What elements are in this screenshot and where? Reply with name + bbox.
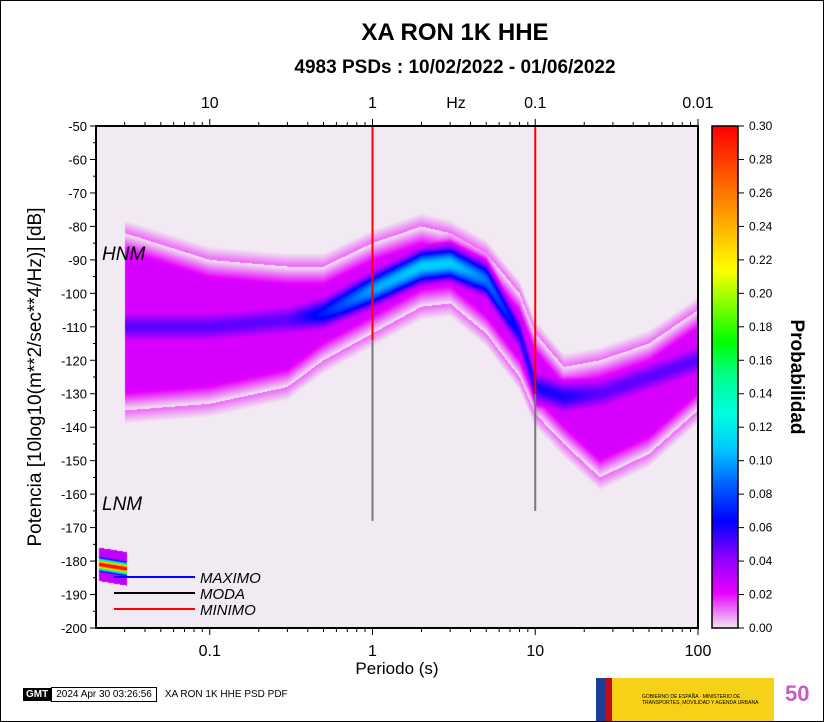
legend-label-moda: MODA [200,586,245,603]
colorbar-tick-label: 0.08 [749,487,773,501]
lnm-label: LNM [102,494,142,515]
logo-text: GOBIERNO DE ESPAÑA · MINISTERIO DE TRANS… [642,694,759,706]
colorbar-tick-label: 0.26 [749,186,773,200]
colorbar-tick-label: 0.04 [749,554,773,568]
top-tick-label: 1 [368,95,377,112]
colorbar-gradient [712,126,738,628]
y-tick-label: -100 [61,286,87,301]
top-tick-label: 0.1 [524,95,546,112]
y-tick-label: -80 [68,219,87,234]
government-logo: GOBIERNO DE ESPAÑA · MINISTERIO DE TRANS… [596,678,774,721]
y-tick-label: -110 [62,320,87,335]
colorbar-tick-label: 0.14 [749,387,773,401]
y-tick-label: -140 [61,420,87,435]
psd-density-heatmap [96,126,698,628]
colorbar-tick-label: 0.22 [749,253,773,267]
colorbar-tick-label: 0.16 [749,353,773,367]
colorbar-tick-label: 0.28 [749,152,773,166]
y-tick-label: -190 [61,588,87,603]
gmt-timestamp-stamp: GMT 2024 Apr 30 03:26:56 XA RON 1K HHE P… [23,687,288,702]
x-axis-label: Periodo (s) [355,659,438,678]
y-tick-label: -90 [68,253,87,268]
colorbar-tick-label: 0.24 [749,219,773,233]
y-tick-label: -130 [61,387,87,402]
colorbar-tick-label: 0.06 [749,521,773,535]
gmt-logo: GMT [23,688,52,701]
top-axis-label: Hz [446,95,466,112]
x-tick-label: 100 [685,643,712,660]
y-axis-label: Potencia [10log10(m**2/sec**4/Hz)] [dB] [25,207,46,546]
colorbar-tick-label: 0.30 [749,119,773,133]
colorbar-label: Probabilidad [786,319,807,434]
anniversary-logo: 50 [785,681,810,706]
y-tick-label: -170 [61,521,87,536]
y-tick-label: -120 [61,353,87,368]
chart-title: XA RON 1K HHE [361,19,549,46]
timestamp: 2024 Apr 30 03:26:56 [51,687,157,702]
legend-label-minimo: MINIMO [200,602,256,619]
x-tick-label: 0.1 [199,643,221,660]
y-tick-label: -50 [68,119,87,134]
plot-frame [95,125,699,629]
y-tick-label: -150 [61,454,87,469]
colorbar-tick-label: 0.02 [749,588,773,602]
colorbar-frame [711,125,739,629]
chart-subtitle: 4983 PSDs : 10/02/2022 - 01/06/2022 [294,57,616,78]
y-tick-label: -200 [61,621,87,636]
x-tick-label: 1 [368,643,377,660]
hnm-label: HNM [102,244,145,265]
top-tick-label: 10 [201,95,219,112]
colorbar-tick-label: 0.10 [749,454,773,468]
y-tick-label: -160 [61,487,87,502]
y-tick-label: -60 [68,152,87,167]
colorbar-tick-label: 0.00 [749,621,773,635]
top-tick-label: 0.01 [682,95,713,112]
plot-label: XA RON 1K HHE PSD PDF [164,689,288,700]
colorbar-tick-label: 0.12 [749,420,773,434]
legend-label-maximo: MAXIMO [200,570,261,587]
colorbar-tick-label: 0.20 [749,286,773,300]
y-tick-label: -180 [61,554,87,569]
x-tick-label: 10 [526,643,544,660]
colorbar-tick-label: 0.18 [749,320,773,334]
y-tick-label: -70 [68,186,87,201]
